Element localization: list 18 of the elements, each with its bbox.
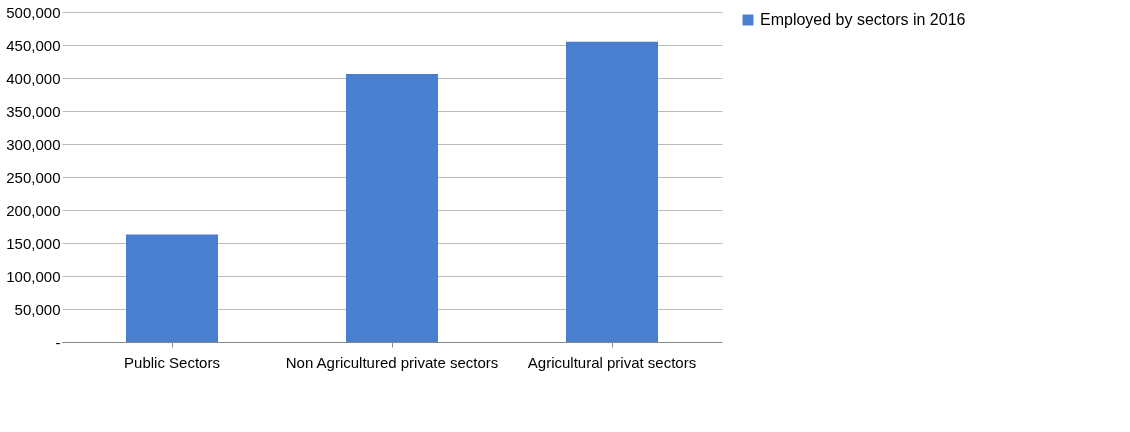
y-tick-label: - — [55, 333, 61, 351]
y-tick-label: 450,000 — [6, 36, 61, 54]
y-tick-label: 100,000 — [6, 267, 61, 285]
x-tick-label: Agricultural privat sectors — [527, 353, 697, 371]
bar — [346, 74, 438, 342]
y-tick-label: 500,000 — [6, 3, 61, 21]
x-tick-label: Public Sectors — [124, 353, 220, 371]
y-tick-label: 350,000 — [6, 102, 61, 120]
y-tick-label: 150,000 — [6, 234, 61, 252]
y-tick-label: 200,000 — [6, 201, 61, 219]
bar — [566, 41, 658, 342]
y-tick-label: 300,000 — [6, 135, 61, 153]
y-tick-label: 250,000 — [6, 168, 61, 186]
y-tick-label: 400,000 — [6, 69, 61, 87]
x-tick-label: Non Agricultured private sectors — [285, 353, 499, 371]
legend-label: Employed by sectors in 2016 — [760, 11, 966, 28]
bar — [126, 234, 218, 342]
y-tick-label: 50,000 — [14, 300, 61, 318]
